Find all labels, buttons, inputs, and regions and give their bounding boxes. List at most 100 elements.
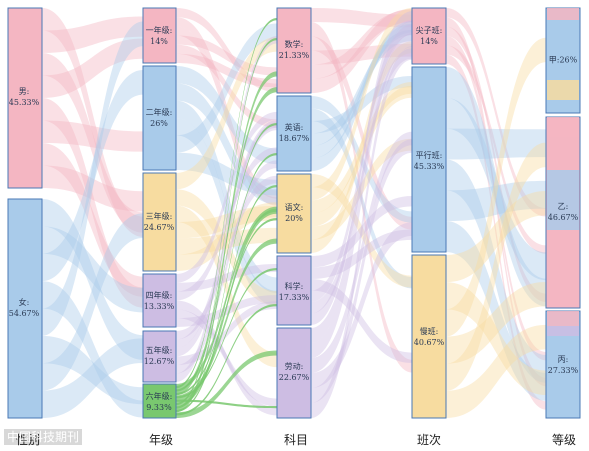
flow-gender-1-5 — [42, 335, 143, 405]
node-label-science: 科学: 17.33% — [278, 282, 310, 302]
flow-subject-0-0 — [311, 8, 412, 28]
flow-grade-0-5 — [176, 53, 277, 88]
flow-subject-3-2 — [311, 279, 412, 363]
node-label-top-class: 尖子班: 14% — [415, 26, 443, 46]
flow-class-0-3 — [446, 36, 546, 361]
flow-grade-3-5 — [176, 295, 277, 327]
flow-grade-1-0 — [176, 66, 277, 165]
flow-grade-0-4 — [176, 44, 277, 128]
flow-grade-1-1 — [176, 83, 277, 205]
flow-subject-4-1 — [311, 33, 412, 359]
flow-grade-2-5 — [176, 202, 277, 271]
column-title-grade: 年级 — [148, 433, 174, 447]
flow-grade6-highlight-1 — [176, 123, 277, 392]
flow-grade-2-0 — [176, 36, 277, 190]
node-grade-g6 — [142, 383, 177, 419]
flow-subject-2-5 — [311, 41, 412, 254]
flow-class-1-5 — [446, 221, 546, 401]
flow-subject-0-2 — [311, 36, 412, 230]
flow-grade-3-2 — [176, 147, 277, 301]
flow-grade-5-4 — [176, 71, 277, 413]
flow-subject-3-5 — [311, 11, 412, 326]
flow-gender-0-5 — [42, 120, 143, 152]
level-stripe-1 — [547, 80, 579, 100]
node-subject-math — [276, 7, 312, 94]
node-label-math: 数学: 21.33% — [278, 40, 310, 60]
node-label-chinese: 语文: 20% — [284, 203, 304, 223]
flow-subject-2-1 — [311, 8, 412, 201]
flow-gender-1-0 — [42, 199, 143, 360]
flow-subject-1-4 — [311, 23, 412, 159]
node-grade-g5 — [142, 330, 177, 383]
flow-grade6-highlight-5 — [176, 38, 277, 406]
flow-class-0-1 — [446, 17, 546, 387]
flow-gender-0-3 — [42, 38, 143, 98]
node-label-level-c: 丙: 27.33% — [547, 355, 579, 375]
node-label-grade-5: 五年级: 12.67% — [143, 346, 175, 366]
node-grade-g4 — [142, 273, 177, 328]
flow-grade6-highlight-8 — [176, 304, 277, 416]
node-subject-science — [276, 255, 312, 326]
node-label-slow-class: 慢班: 40.67% — [413, 327, 445, 347]
flow-class-1-3 — [446, 159, 546, 383]
flow-subject-1-3 — [311, 29, 412, 146]
level-stripe-5 — [547, 326, 579, 336]
flow-grade-0-1 — [176, 17, 277, 199]
flow-grade-2-1 — [176, 189, 277, 306]
flow-subject-2-3 — [311, 85, 412, 227]
flow-class-0-2 — [446, 26, 546, 302]
node-label-grade-3: 三年级: 24.67% — [143, 212, 175, 232]
flow-subject-0-1 — [311, 22, 412, 373]
node-subject-labor — [276, 327, 312, 419]
flow-class-2-2 — [446, 37, 546, 337]
node-subject-chinese — [276, 173, 312, 254]
flow-grade-4-4 — [176, 160, 277, 374]
node-subject-english — [276, 95, 312, 172]
node-label-male: 男: 45.33% — [8, 87, 40, 107]
level-stripe-0 — [547, 8, 579, 20]
flow-subject-0-5 — [311, 8, 412, 93]
flow-class-1-0 — [446, 67, 546, 307]
flow-grade6-highlight-2 — [176, 218, 277, 395]
flow-gender-0-1 — [42, 16, 143, 53]
flow-grade-3-1 — [176, 264, 277, 292]
flow-gender-0-6 — [42, 143, 143, 297]
node-label-parallel-class: 平行班: 45.33% — [413, 151, 445, 171]
node-gender-female — [7, 198, 43, 419]
node-bars — [7, 7, 581, 419]
flow-grade6-highlight-6 — [176, 153, 277, 409]
node-label-labor: 劳动: 22.67% — [278, 362, 310, 382]
column-title-class: 班次 — [416, 433, 442, 447]
flow-grade-1-2 — [176, 100, 277, 294]
flow-class-2-4 — [446, 142, 546, 391]
flow-grade-4-1 — [176, 120, 277, 348]
flow-gender-1-7 — [42, 338, 143, 418]
flow-grade-0-3 — [176, 35, 277, 76]
node-label-level-b: 乙: 46.67% — [547, 202, 579, 222]
node-label-grade-1: 一年级: 14% — [145, 26, 173, 46]
flow-grade-1-4 — [176, 23, 277, 153]
flow-grade-1-5 — [176, 152, 277, 196]
flow-class-2-1 — [446, 282, 546, 396]
flow-grade-5-3 — [176, 208, 277, 407]
flow-class-0-0 — [446, 8, 546, 217]
flow-subject-0-4 — [311, 9, 412, 79]
level-stripe-2 — [547, 117, 579, 137]
flow-gender-0-0 — [42, 8, 143, 237]
flow-class-2-0 — [446, 190, 546, 283]
node-label-grade-4: 四年级: 13.33% — [143, 291, 175, 311]
flow-gender-1-2 — [42, 69, 143, 282]
flow-gender-0-4 — [42, 98, 143, 308]
flow-subject-2-4 — [311, 138, 412, 240]
flow-subject-3-0 — [311, 196, 412, 268]
flow-grade-3-3 — [176, 300, 277, 416]
flow-subject-3-4 — [311, 48, 412, 314]
column-title-level: 等级 — [551, 433, 577, 447]
flow-class-2-5 — [446, 324, 546, 418]
node-label-english: 英语: 18.67% — [278, 123, 310, 143]
flow-grade-5-5 — [176, 350, 277, 418]
flow-subject-1-5 — [311, 21, 412, 172]
flow-grade6-highlight-3 — [176, 268, 277, 399]
